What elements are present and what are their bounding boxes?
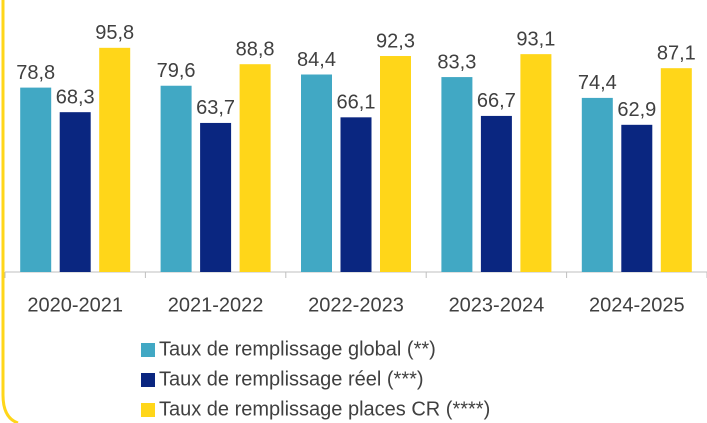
bar (239, 64, 271, 272)
data-label: 92,3 (376, 30, 415, 52)
bar (520, 54, 552, 273)
bar (660, 68, 692, 272)
x-tick-label: 2021-2022 (168, 294, 264, 316)
bar (20, 87, 52, 272)
legend-swatch (141, 373, 155, 387)
data-label: 88,8 (236, 38, 275, 60)
bar (380, 56, 411, 272)
legend-swatch (141, 343, 155, 357)
data-label: 68,3 (56, 86, 95, 108)
bar (200, 122, 232, 272)
data-label: 74,4 (578, 72, 617, 94)
data-label: 83,3 (437, 51, 476, 73)
x-tick-label: 2022-2023 (308, 294, 404, 316)
legend-label: Taux de remplissage global (**) (159, 338, 436, 360)
data-label: 95,8 (95, 22, 134, 44)
data-label: 93,1 (516, 28, 555, 50)
bar (59, 112, 91, 272)
data-label: 62,9 (617, 99, 656, 121)
data-label: 84,4 (297, 49, 336, 71)
bar (621, 124, 653, 273)
legend-label: Taux de remplissage places CR (****) (159, 398, 490, 420)
bar (99, 47, 131, 272)
data-label: 66,1 (337, 92, 376, 114)
data-label: 66,7 (477, 90, 516, 112)
data-label: 78,8 (16, 62, 55, 84)
decorative-border (1, 0, 19, 423)
bar (160, 85, 192, 273)
legend-swatch (141, 403, 155, 417)
data-label: 79,6 (157, 60, 196, 82)
bar (340, 117, 372, 273)
data-label: 63,7 (196, 97, 235, 119)
bar (581, 97, 613, 273)
bar (441, 77, 473, 272)
x-tick-label: 2020-2021 (27, 294, 123, 316)
bar (480, 115, 512, 272)
x-tick-label: 2023-2024 (449, 294, 545, 316)
bar (301, 74, 332, 272)
x-tick-label: 2024-2025 (589, 294, 685, 316)
legend-label: Taux de remplissage réel (***) (159, 368, 424, 390)
data-label: 87,1 (657, 42, 696, 64)
